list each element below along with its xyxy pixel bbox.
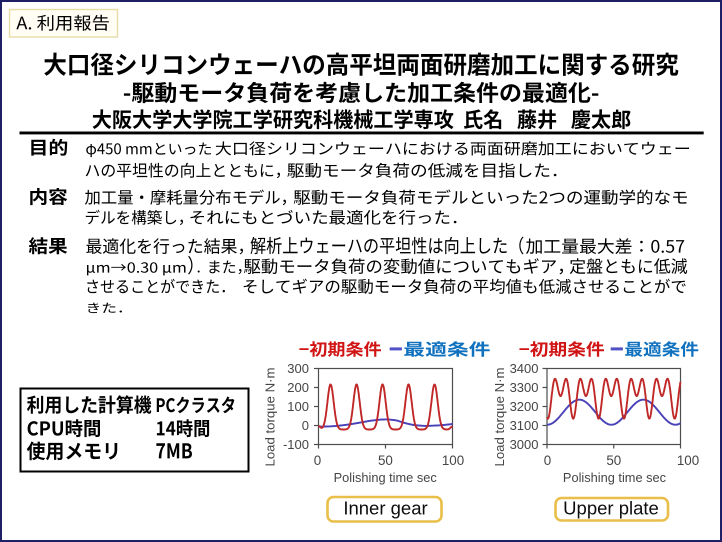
svg-text:Load torque N·m: Load torque N·m (492, 368, 507, 467)
svg-text:50: 50 (606, 453, 621, 468)
svg-text:0: 0 (302, 418, 309, 433)
svg-text:-100: -100 (283, 437, 309, 452)
svg-text:Polishing time sec: Polishing time sec (334, 470, 438, 485)
svg-text:Polishing time sec: Polishing time sec (563, 470, 667, 485)
svg-text:3300: 3300 (510, 380, 539, 395)
svg-text:Upper plate: Upper plate (563, 497, 659, 518)
svg-text:100: 100 (677, 453, 699, 468)
svg-text:Load torque N·m: Load torque N·m (263, 368, 278, 467)
svg-text:100: 100 (442, 453, 464, 468)
svg-text:3100: 3100 (510, 418, 539, 433)
svg-text:3200: 3200 (510, 399, 539, 414)
svg-text:200: 200 (287, 380, 309, 395)
svg-text:50: 50 (378, 453, 393, 468)
svg-text:100: 100 (287, 399, 309, 414)
svg-text:3400: 3400 (510, 361, 539, 376)
svg-text:Inner gear: Inner gear (343, 497, 427, 518)
svg-text:0: 0 (544, 453, 551, 468)
svg-text:0: 0 (314, 453, 321, 468)
svg-text:3000: 3000 (510, 437, 539, 452)
svg-text:300: 300 (287, 361, 309, 376)
